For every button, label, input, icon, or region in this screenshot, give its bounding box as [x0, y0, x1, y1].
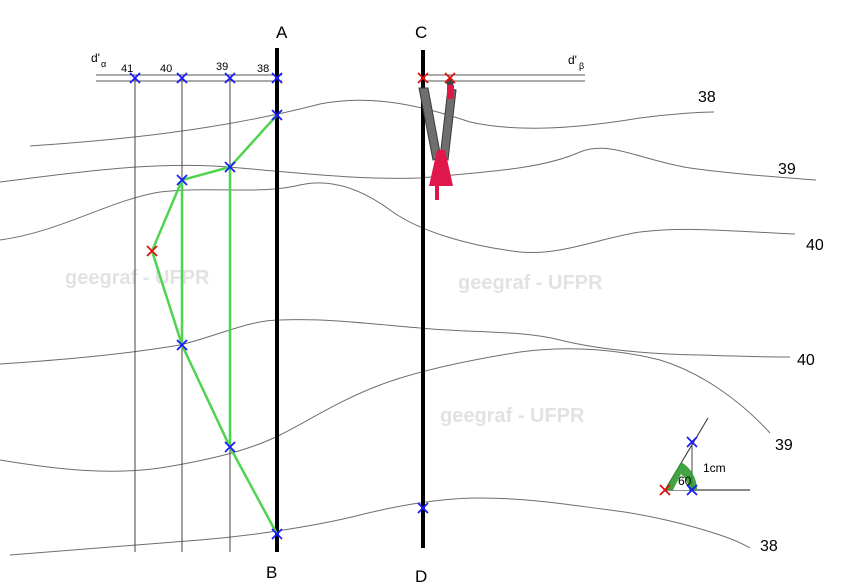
contour-label-bottom-38: 38 — [760, 538, 778, 555]
label-b: B — [266, 563, 277, 582]
alpha-tick-40: 40 — [160, 63, 172, 75]
marker-blue-x — [417, 502, 429, 514]
marker-blue-x — [686, 436, 698, 448]
contour-top-38 — [29, 99, 715, 147]
trace-beta-label: d' — [568, 53, 577, 67]
alpha-tick-39: 39 — [216, 61, 228, 73]
alpha-tick-38: 38 — [257, 63, 269, 75]
length-label: 1cm — [703, 461, 726, 475]
contour-label-lower-40: 40 — [797, 352, 815, 369]
watermark-lower: geegraf - UFPR — [440, 405, 585, 427]
contour-bottom-38 — [9, 497, 751, 556]
marker-blue-x — [224, 72, 236, 84]
contour-lower-39 — [0, 348, 771, 472]
contour-label-upper-39: 39 — [778, 161, 796, 178]
marker-blue-x — [271, 528, 283, 540]
angle-tool: 60 1cm — [664, 417, 750, 491]
trace-alpha — [96, 74, 282, 82]
construction-path — [150, 114, 279, 535]
contour-label-lower-39: 39 — [775, 437, 793, 454]
marker-blue-x — [176, 339, 188, 351]
marker-blue-x — [176, 72, 188, 84]
marker-blue-x — [271, 72, 283, 84]
trace-beta-sub: β — [579, 61, 584, 71]
marker-blue-x — [271, 109, 283, 121]
marker-red-x — [659, 484, 671, 496]
marker-red-x — [417, 72, 429, 84]
contour-upper-40 — [0, 182, 796, 254]
watermark-center: geegraf - UFPR — [458, 272, 603, 294]
contour-label-top-38: 38 — [698, 89, 716, 106]
intersection-markers — [129, 72, 698, 540]
contour-upper-39 — [0, 147, 817, 183]
label-c: C — [415, 23, 427, 42]
watermark-left: geegraf - UFPR — [65, 267, 210, 289]
marker-red-x — [146, 245, 158, 257]
trace-beta — [420, 74, 585, 82]
contour-lines — [0, 99, 817, 556]
contour-label-upper-40: 40 — [806, 237, 824, 254]
angle-label: 60 — [678, 474, 692, 488]
marker-blue-x — [224, 161, 236, 173]
marker-red-x — [444, 72, 456, 84]
marker-blue-x — [224, 441, 236, 453]
trace-alpha-sub: α — [101, 59, 106, 69]
label-a: A — [276, 23, 288, 42]
construction-outer — [150, 114, 279, 535]
label-d: D — [415, 567, 427, 586]
contour-lower-40 — [0, 319, 791, 365]
alpha-tick-41: 41 — [121, 63, 133, 75]
marker-blue-x — [176, 174, 188, 186]
marker-blue-x — [686, 484, 698, 496]
trace-alpha-label: d' — [91, 51, 100, 65]
marker-blue-x — [129, 72, 141, 84]
